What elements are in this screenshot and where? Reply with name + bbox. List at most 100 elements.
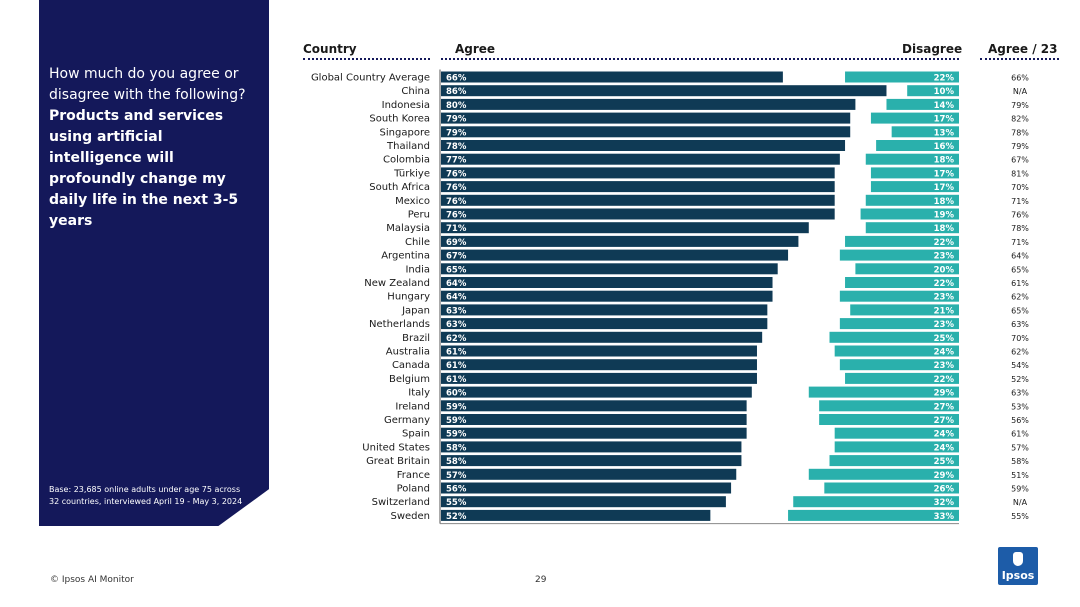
country-label: Singapore [380, 127, 430, 138]
disagree-value-label: 18% [934, 224, 955, 234]
disagree-bar [865, 222, 959, 234]
agree-2023-value: 63% [1011, 389, 1029, 398]
agree-2023-value: 64% [1011, 252, 1029, 261]
agree-bar [441, 509, 711, 521]
agree-value-label: 76% [446, 211, 467, 221]
ipsos-logo: Ipsos [998, 547, 1038, 585]
disagree-bar [839, 318, 959, 330]
disagree-value-label: 19% [934, 211, 955, 221]
disagree-bar [824, 482, 959, 494]
disagree-bar [839, 359, 959, 371]
disagree-bar [819, 400, 959, 412]
country-label: India [405, 264, 430, 275]
agree-bar [441, 331, 763, 343]
disagree-value-label: 24% [934, 348, 955, 358]
agree-2023-value: 66% [1011, 74, 1029, 83]
disagree-value-label: 17% [934, 183, 955, 193]
agree-value-label: 86% [446, 87, 467, 97]
agree-value-label: 60% [446, 389, 467, 399]
disagree-value-label: 23% [934, 293, 955, 303]
agree-bar [441, 372, 757, 384]
disagree-bar [845, 71, 959, 83]
agree-value-label: 77% [446, 156, 467, 166]
disagree-bar [907, 85, 959, 97]
agree-value-label: 80% [446, 101, 467, 111]
disagree-bar [834, 441, 959, 453]
agree-value-label: 64% [446, 279, 467, 289]
agree-value-label: 63% [446, 320, 467, 330]
agree-bar [441, 414, 747, 425]
disagree-bar [829, 331, 959, 343]
disagree-value-label: 17% [934, 115, 955, 125]
disagree-value-label: 22% [934, 279, 955, 289]
agree-value-label: 52% [446, 512, 467, 522]
disagree-bar [819, 414, 959, 425]
agree-2023-value: 51% [1011, 471, 1029, 480]
disagree-bar [865, 194, 959, 206]
agree-bar [441, 482, 732, 494]
agree-value-label: 71% [446, 224, 467, 234]
disagree-value-label: 33% [934, 512, 955, 522]
disagree-bar [850, 304, 959, 316]
country-label: Chile [405, 237, 430, 248]
agree-2023-value: N/A [1013, 498, 1028, 507]
country-label: Belgium [389, 374, 430, 385]
disagree-bar [845, 277, 959, 288]
disagree-bar [839, 249, 959, 261]
agree-2023-value: 57% [1011, 443, 1029, 452]
agree-value-label: 69% [446, 238, 467, 248]
disagree-value-label: 17% [934, 169, 955, 179]
agree-value-label: 76% [446, 183, 467, 193]
agree-value-label: 57% [446, 471, 467, 481]
disagree-value-label: 23% [934, 320, 955, 330]
disagree-value-label: 23% [934, 252, 955, 262]
agree-value-label: 63% [446, 306, 467, 316]
agree-bar [441, 441, 742, 453]
agree-bar [441, 112, 851, 124]
disagree-value-label: 29% [934, 389, 955, 399]
disagree-value-label: 24% [934, 430, 955, 440]
agree-2023-value: 59% [1011, 485, 1029, 494]
country-label: Malaysia [386, 223, 430, 234]
agree-bar [441, 181, 835, 193]
agree-bar [441, 359, 757, 371]
country-label: Hungary [387, 292, 430, 303]
disagree-value-label: 13% [934, 128, 955, 138]
agree-bar [441, 140, 846, 151]
disagree-value-label: 29% [934, 471, 955, 481]
disagree-bar [845, 235, 959, 247]
agree-value-label: 58% [446, 443, 467, 453]
agree-2023-value: 65% [1011, 265, 1029, 274]
agree-2023-value: 61% [1011, 279, 1029, 288]
agree-value-label: 59% [446, 416, 467, 426]
agree-value-label: 59% [446, 430, 467, 440]
header-agree-2023-rule [980, 58, 1059, 60]
country-label: China [401, 86, 430, 97]
agree-bar [441, 222, 809, 234]
country-label: United States [362, 442, 430, 453]
country-label: Thailand [386, 141, 430, 152]
agree-2023-value: 70% [1011, 183, 1029, 192]
agree-bar [441, 304, 768, 316]
country-label: South Korea [369, 114, 430, 125]
agree-2023-value: 76% [1011, 211, 1029, 220]
agree-2023-value: 56% [1011, 416, 1029, 425]
logo-text: Ipsos [1001, 569, 1035, 582]
agree-2023-value: 71% [1011, 238, 1029, 247]
agree-2023-value: 58% [1011, 457, 1029, 466]
header-country: Country [303, 42, 357, 56]
agree-value-label: 59% [446, 402, 467, 412]
agree-value-label: 79% [446, 128, 467, 138]
country-label: Italy [408, 388, 430, 399]
disagree-bar [870, 167, 959, 179]
agree-bar [441, 277, 773, 288]
agree-value-label: 61% [446, 361, 467, 371]
disagree-bar [855, 263, 959, 275]
agree-bar [441, 345, 757, 357]
disagree-bar [870, 112, 959, 124]
disagree-bar [845, 372, 959, 384]
agree-bar [441, 71, 783, 83]
disagree-bar [839, 290, 959, 302]
agree-value-label: 79% [446, 115, 467, 125]
